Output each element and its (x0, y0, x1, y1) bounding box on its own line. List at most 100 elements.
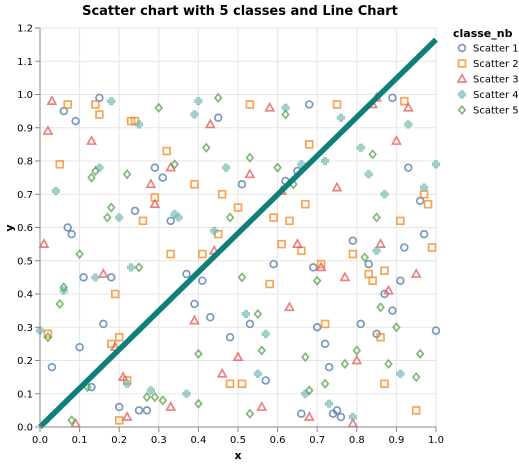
data-point (213, 92, 223, 103)
data-point (67, 229, 76, 239)
y-tick-label: 0.8 (17, 157, 33, 168)
data-point (63, 100, 72, 109)
data-point (396, 369, 405, 378)
data-point (91, 273, 100, 282)
legend-item-2: Scatter 2 (457, 59, 519, 70)
data-point (91, 100, 100, 109)
data-point (79, 273, 88, 282)
data-point (332, 100, 342, 109)
data-point (392, 322, 401, 333)
data-point (225, 212, 235, 223)
data-point (67, 415, 76, 426)
legend-title: classe_nb (453, 27, 513, 40)
line-series (38, 37, 438, 429)
data-point (348, 236, 358, 246)
data-point (91, 165, 100, 177)
data-point (325, 399, 334, 408)
data-point (87, 172, 96, 183)
data-point (390, 135, 402, 145)
data-point (420, 183, 429, 192)
data-point (114, 332, 124, 342)
data-point (206, 313, 215, 322)
data-point (43, 332, 53, 343)
data-point (194, 97, 203, 106)
data-point (237, 272, 247, 283)
data-point (402, 101, 414, 112)
y-tick-label: 1.2 (17, 24, 33, 35)
data-point (324, 362, 334, 372)
data-point (146, 386, 155, 395)
data-point (142, 406, 152, 415)
data-point (241, 309, 250, 318)
data-point (225, 379, 235, 389)
data-point (149, 198, 161, 209)
data-point (145, 178, 157, 189)
data-point (257, 345, 267, 356)
data-point (194, 348, 203, 359)
data-point (264, 101, 276, 112)
data-point (158, 173, 168, 182)
y-tick-label: 1.1 (17, 57, 33, 68)
data-point (320, 378, 330, 389)
legend-label: Scatter 1 (473, 44, 519, 55)
legend-label: Scatter 4 (473, 90, 519, 101)
data-point (225, 332, 235, 342)
data-point (245, 100, 255, 109)
data-point (114, 402, 124, 412)
data-point (142, 391, 152, 403)
data-point (415, 348, 425, 359)
legend-item-3: Scatter 3 (456, 73, 519, 86)
data-point (368, 276, 377, 285)
legend-symbol (456, 73, 468, 83)
legend-item-4: Scatter 4 (457, 90, 519, 101)
data-point (170, 159, 179, 170)
legend-item-5: Scatter 5 (457, 104, 519, 117)
x-tick-label: 0.1 (72, 435, 88, 446)
data-point (210, 226, 219, 235)
data-point (202, 142, 211, 153)
data-point (150, 163, 160, 172)
data-point (190, 110, 199, 119)
data-point (106, 202, 116, 213)
data-point (162, 146, 171, 156)
data-point (256, 401, 268, 411)
data-point (364, 170, 373, 179)
data-point (411, 406, 421, 415)
data-point (244, 168, 256, 179)
series-2 (43, 96, 437, 425)
y-tick-label: 0.7 (17, 190, 33, 201)
x-tick-label: 0.4 (190, 435, 206, 446)
y-tick-label: 0.9 (17, 123, 33, 134)
data-point (364, 259, 373, 269)
data-point (71, 116, 80, 126)
data-point (117, 371, 129, 381)
x-tick-label: 0.9 (388, 435, 404, 446)
data-point (269, 259, 278, 269)
data-point (174, 213, 183, 222)
y-tick-label: 0.2 (17, 356, 33, 367)
data-point (165, 401, 177, 411)
data-point (411, 372, 421, 383)
data-point (87, 382, 96, 392)
data-point (352, 345, 362, 356)
y-tick-label: 1.0 (17, 90, 33, 101)
data-point (291, 238, 303, 248)
legend-label: Scatter 3 (473, 75, 519, 86)
data-point (265, 279, 274, 289)
data-point (348, 249, 358, 259)
data-point (273, 162, 282, 173)
data-point (340, 358, 350, 369)
data-point (38, 238, 50, 248)
data-point (232, 351, 244, 362)
data-point (63, 223, 72, 232)
data-point (245, 408, 255, 419)
data-point (103, 212, 112, 223)
data-point (121, 411, 133, 421)
x-tick-label: 0.6 (270, 435, 286, 446)
data-point (99, 319, 108, 329)
legend-symbol (457, 43, 467, 53)
data-point (55, 298, 65, 310)
data-point (97, 268, 109, 278)
data-point (316, 259, 326, 269)
